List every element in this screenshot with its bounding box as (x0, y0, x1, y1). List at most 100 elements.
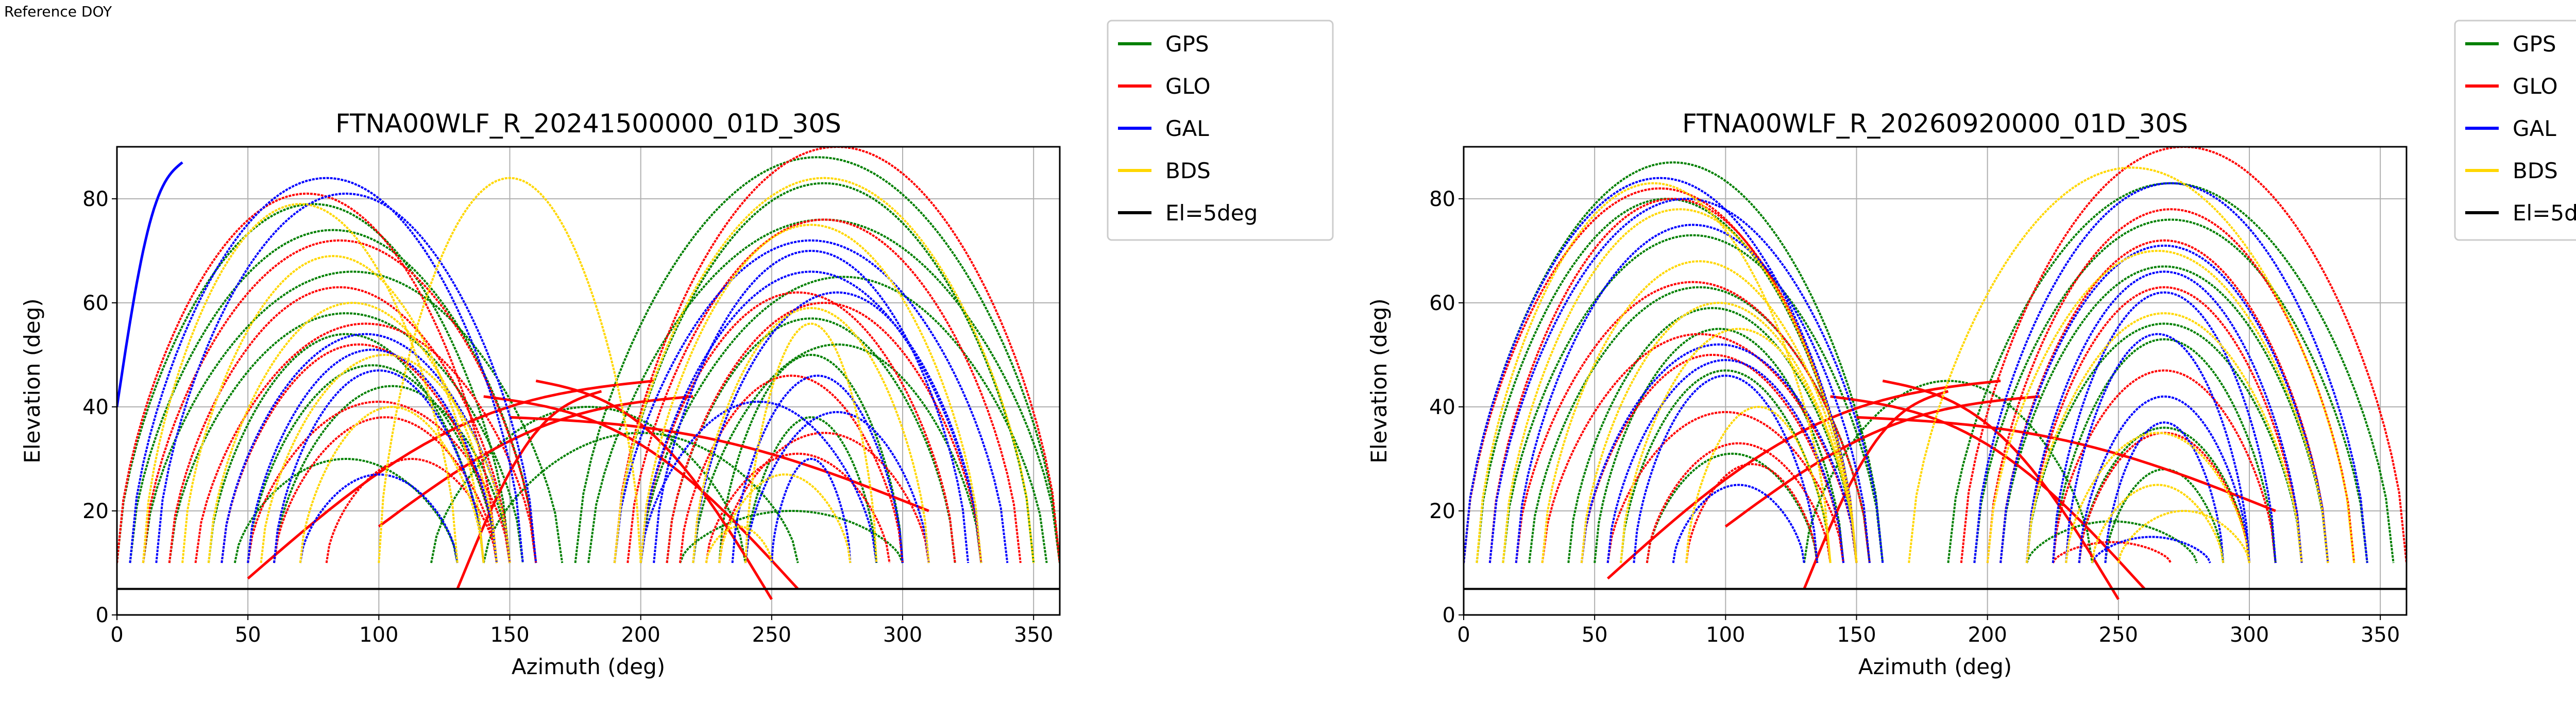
glo-satellite-track (705, 452, 891, 563)
gps-satellite-track (2104, 468, 2225, 563)
chart-title: FTNA00WLF_R_20241500000_01D_30S (335, 109, 841, 139)
chart-title: FTNA00WLF_R_20260920000_01D_30S (1682, 109, 2188, 139)
y-axis-label: Elevation (deg) (1366, 298, 1392, 463)
glo-satellite-track (456, 390, 602, 590)
gps-satellite-track (613, 182, 1035, 563)
gal-satellite-track (1606, 359, 1845, 563)
glo-satellite-track (613, 147, 1060, 563)
figure-label: Reference DOY (4, 3, 112, 20)
gal-satellite-track (2104, 421, 2225, 563)
x-tick-label: 250 (752, 623, 791, 647)
glo-satellite-track (483, 395, 799, 590)
bds-satellite-track (1541, 260, 1858, 563)
glo-satellite-track (117, 192, 498, 563)
bds-satellite-track (744, 322, 878, 563)
bds-satellite-track (260, 353, 511, 563)
x-axis-label: Azimuth (deg) (512, 654, 665, 679)
glo-satellite-track (666, 301, 982, 563)
gal-satellite-track (1633, 374, 1819, 563)
gps-satellite-track (2078, 426, 2250, 563)
gps-satellite-track (1594, 328, 1845, 563)
gps-satellite-track (1528, 286, 1871, 563)
gal-satellite-track (129, 177, 524, 563)
gal-satellite-track (692, 291, 982, 563)
bds-satellite-track (181, 255, 485, 563)
glo-satellite-track (2052, 369, 2277, 563)
y-tick-label: 80 (1429, 187, 1455, 211)
x-tick-label: 100 (359, 623, 398, 647)
glo-satellite-track (626, 218, 1022, 563)
glo-satellite-track (142, 239, 537, 563)
gps-satellite-track (587, 218, 1060, 563)
gps-satellite-track (1947, 182, 2395, 563)
gal-satellite-track (2052, 291, 2277, 563)
plot-area (117, 147, 1060, 600)
glo-satellite-track (1685, 463, 1819, 563)
gal-satellite-track (1464, 177, 1858, 563)
x-tick-label: 250 (2099, 623, 2138, 647)
bds-satellite-track (1502, 208, 1858, 563)
legend-label: El=5deg (2513, 200, 2576, 226)
gal-satellite-track (770, 457, 852, 563)
gal-satellite-track (1580, 343, 1858, 563)
x-tick-label: 0 (110, 623, 123, 647)
glo-satellite-track (1999, 239, 2329, 563)
bds-satellite-track (1476, 182, 1832, 563)
bds-satellite-track (639, 224, 982, 563)
glo-satellite-track (1580, 353, 1845, 563)
gal-satellite-track (247, 348, 498, 563)
gps-satellite-track (2026, 520, 2198, 563)
y-axis-label: Elevation (deg) (20, 298, 45, 463)
glo-satellite-track (2052, 541, 2172, 563)
gps-satellite-track (666, 317, 956, 563)
glo-satellite-track (221, 343, 498, 563)
gal-satellite-track (117, 161, 183, 407)
gps-satellite-track (142, 270, 564, 563)
plot-frame (1463, 146, 2408, 616)
glo-satellite-track (1830, 395, 2146, 590)
gps-satellite-track (482, 432, 799, 563)
glo-satellite-track (2078, 432, 2250, 563)
gal-satellite-track (221, 333, 511, 563)
gal-satellite-track (273, 369, 485, 563)
y-tick-label: 40 (82, 396, 109, 419)
x-tick-label: 100 (1706, 623, 1745, 647)
legend-label: GLO (1165, 74, 1211, 99)
gps-satellite-track (430, 405, 747, 563)
legend-label: GLO (2513, 74, 2558, 99)
y-tick-label: 40 (1429, 396, 1455, 419)
plot-area (1464, 147, 2406, 600)
glo-satellite-track (1646, 442, 1832, 563)
glo-satellite-track (2025, 286, 2303, 563)
gps-satellite-track (233, 457, 459, 563)
x-tick-label: 200 (1968, 623, 2007, 647)
gal-satellite-track (2078, 395, 2250, 563)
bds-satellite-track (1908, 166, 2355, 563)
gal-satellite-track (1515, 224, 1871, 563)
bds-satellite-track (705, 525, 773, 563)
gal-satellite-track (744, 411, 930, 563)
bds-satellite-track (613, 177, 1035, 563)
bds-satellite-track (2025, 312, 2303, 563)
gal-satellite-track (653, 249, 970, 563)
y-tick-label: 60 (82, 292, 109, 315)
glo-satellite-track (1986, 208, 2355, 563)
legend-label: GPS (1165, 31, 1209, 57)
bds-satellite-track (207, 301, 498, 563)
x-tick-label: 200 (621, 623, 660, 647)
gps-satellite-track (1646, 452, 1819, 563)
glo-satellite-track (1724, 395, 2040, 528)
x-tick-label: 300 (883, 623, 922, 647)
bds-satellite-track (1986, 249, 2329, 563)
gps-satellite-track (639, 276, 1048, 563)
glo-satellite-track (510, 416, 929, 512)
legend-label: BDS (1165, 158, 1211, 183)
legend-frame (1107, 20, 1334, 241)
gps-satellite-track (1999, 265, 2329, 563)
glo-satellite-track (1515, 281, 1871, 563)
bds-satellite-track (1685, 405, 1832, 563)
gps-satellite-track (207, 333, 485, 563)
glo-satellite-track (1606, 411, 1845, 563)
gal-satellite-track (299, 473, 459, 563)
gps-satellite-track (117, 203, 511, 563)
